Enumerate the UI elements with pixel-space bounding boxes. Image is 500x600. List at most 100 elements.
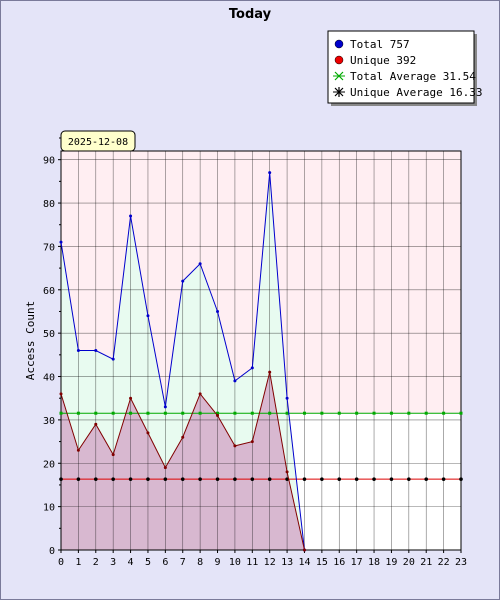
- unique-average-marker: [389, 477, 394, 481]
- x-tick-label: 2: [93, 557, 99, 568]
- total-average-marker: [459, 411, 463, 415]
- total-average-marker: [389, 411, 393, 415]
- legend-total-average-label: Total Average 31.54: [350, 70, 476, 83]
- unique-average-marker: [198, 477, 202, 481]
- unique-average-marker: [180, 477, 185, 481]
- total-data-point: [111, 357, 115, 361]
- y-tick-label: 60: [43, 286, 55, 297]
- date-label: 2025-12-08: [68, 137, 128, 148]
- unique-average-marker: [250, 477, 255, 481]
- total-average-marker: [285, 411, 289, 415]
- legend-unique-average-label: Unique Average 16.33: [350, 86, 482, 99]
- legend-total-label: Total 757: [350, 38, 410, 51]
- total-average-marker: [111, 411, 115, 415]
- legend-unique-marker: [334, 55, 344, 65]
- unique-average-marker: [215, 477, 220, 481]
- legend: Total 757 Unique 392 Total Average 31.54 Un…: [327, 30, 482, 106]
- unique-average-marker: [320, 477, 324, 481]
- x-tick-label: 19: [385, 557, 397, 568]
- y-tick-label: 70: [43, 242, 55, 253]
- total-data-point: [233, 379, 237, 383]
- total-average-marker: [129, 411, 133, 415]
- unique-average-marker: [128, 477, 133, 481]
- total-average-marker: [442, 411, 446, 415]
- unique-average-marker: [267, 477, 272, 481]
- total-data-point: [285, 396, 289, 400]
- unique-average-marker: [407, 477, 411, 481]
- total-data-point: [76, 349, 80, 352]
- total-average-marker: [146, 411, 150, 415]
- unique-average-marker: [163, 477, 168, 481]
- y-tick-label: 80: [43, 199, 55, 210]
- unique-data-point: [233, 444, 237, 448]
- date-label-background: [60, 130, 136, 152]
- total-average-marker: [163, 411, 167, 415]
- legend-total-marker: [334, 39, 344, 49]
- total-average-marker: [94, 411, 98, 415]
- total-average-marker: [268, 411, 272, 415]
- unique-data-point: [268, 370, 272, 374]
- unique-data-point: [94, 422, 98, 426]
- unique-average-marker: [93, 477, 98, 481]
- unique-data-point: [285, 470, 289, 474]
- y-tick-label: 0: [49, 546, 55, 557]
- total-data-point: [268, 171, 272, 175]
- unique-data-point: [111, 453, 115, 457]
- total-data-point: [198, 262, 202, 266]
- x-tick-label: 8: [197, 557, 203, 568]
- unique-average-marker: [302, 477, 307, 481]
- x-tick-label: 13: [281, 557, 293, 568]
- total-data-point: [94, 349, 98, 352]
- x-tick-label: 6: [162, 557, 168, 568]
- x-tick-label: 7: [180, 557, 186, 568]
- x-tick-label: 12: [264, 557, 276, 568]
- unique-average-marker: [233, 477, 237, 481]
- total-data-point: [59, 240, 63, 244]
- x-tick-label: 14: [298, 557, 310, 568]
- unique-data-point: [76, 448, 80, 452]
- x-tick-label: 11: [246, 557, 258, 568]
- total-average-marker: [302, 411, 306, 415]
- total-data-point: [146, 314, 150, 318]
- unique-data-point: [59, 392, 63, 396]
- grid: [60, 151, 462, 551]
- x-tick-label: 23: [455, 557, 467, 568]
- legend-box: [327, 30, 475, 104]
- y-tick-label: 30: [43, 416, 55, 427]
- legend-unique-label: Unique 392: [350, 54, 416, 67]
- x-tick-label: 4: [128, 557, 134, 568]
- unique-data-point: [216, 414, 220, 418]
- plot-border: [60, 150, 462, 551]
- unique-average-marker: [337, 477, 342, 481]
- x-tick-label: 21: [420, 557, 432, 568]
- total-average-marker: [372, 411, 376, 415]
- unique-average-marker: [441, 477, 446, 481]
- unique-average-marker: [354, 477, 359, 481]
- y-tick-label: 40: [43, 373, 55, 384]
- total-average-marker: [337, 411, 341, 415]
- x-tick-label: 17: [351, 557, 363, 568]
- legend-unique-average-marker: [334, 87, 344, 97]
- unique-average-marker: [424, 477, 429, 481]
- unique-average-marker: [146, 477, 150, 481]
- total-average-marker: [250, 411, 254, 415]
- unique-average-marker: [111, 477, 115, 481]
- unique-data-point: [163, 466, 167, 470]
- unique-average-marker: [285, 477, 289, 481]
- unique-average-marker: [59, 477, 63, 481]
- unique-data-point: [198, 392, 202, 396]
- total-average-marker: [407, 411, 411, 415]
- total-average-marker: [320, 411, 324, 415]
- total-average-marker: [76, 411, 80, 415]
- unique-data-point: [181, 435, 185, 439]
- total-data-point: [250, 366, 254, 370]
- unique-data-point: [250, 440, 254, 444]
- x-tick-label: 18: [368, 557, 380, 568]
- x-tick-label: 20: [403, 557, 415, 568]
- unique-average-marker: [459, 477, 463, 481]
- unique-average-marker: [76, 477, 81, 481]
- legend-total-average-marker: [334, 71, 344, 81]
